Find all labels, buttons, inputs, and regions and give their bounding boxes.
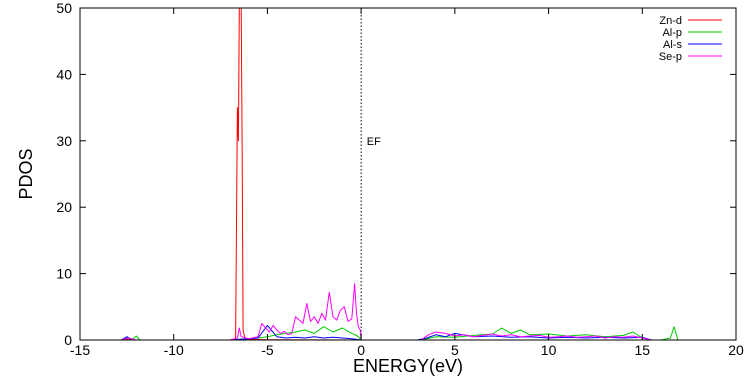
x-tick-label: 0: [357, 342, 365, 358]
y-tick-label: 50: [56, 0, 72, 16]
axis-ticks: [79, 7, 737, 341]
y-tick-label: 10: [56, 266, 72, 282]
y-tick-label: 40: [56, 66, 72, 82]
series-line-al-s: [80, 324, 736, 341]
y-axis-label: PDOS: [16, 148, 36, 199]
annotations: EF: [367, 136, 381, 148]
series-line-se-p: [80, 283, 736, 341]
plot-frame: [79, 7, 737, 341]
x-tick-label: 15: [634, 342, 650, 358]
series-line-al-p: [80, 326, 736, 341]
x-tick-label: 10: [541, 342, 557, 358]
x-tick-label: 20: [728, 342, 744, 358]
axis-tick-labels: -15 -10 -5 0 5 10 15 20 0 10 20 30 40 50: [56, 0, 744, 358]
legend-label: Al-s: [663, 39, 682, 51]
x-tick-label: -10: [164, 342, 184, 358]
x-axis-label: ENERGY(eV): [353, 356, 463, 376]
y-tick-label: 20: [56, 199, 72, 215]
series-line-zn-d: [80, 7, 736, 341]
legend: Zn-dAl-pAl-sSe-p: [659, 15, 722, 63]
y-tick-label: 0: [64, 332, 72, 348]
x-tick-label: -15: [70, 342, 90, 358]
plot-lines: [80, 7, 736, 341]
legend-label: Se-p: [659, 51, 682, 63]
legend-label: Zn-d: [659, 15, 682, 27]
annotation-ef: EF: [367, 136, 381, 148]
y-tick-label: 30: [56, 133, 72, 149]
x-tick-label: 5: [451, 342, 459, 358]
legend-label: Al-p: [662, 27, 682, 39]
x-tick-label: -5: [261, 342, 274, 358]
